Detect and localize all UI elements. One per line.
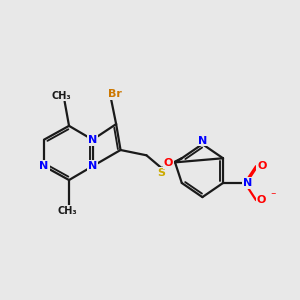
Text: N: N xyxy=(198,136,207,146)
Text: N: N xyxy=(39,161,49,171)
Text: CH₃: CH₃ xyxy=(58,206,77,216)
Text: O: O xyxy=(257,161,267,171)
Text: N: N xyxy=(242,178,252,188)
Text: Br: Br xyxy=(108,89,122,99)
Text: CH₃: CH₃ xyxy=(52,91,71,100)
Text: N: N xyxy=(88,135,97,145)
Text: N: N xyxy=(88,161,97,171)
Text: O: O xyxy=(256,195,266,205)
Text: N: N xyxy=(88,161,97,171)
Text: O: O xyxy=(164,158,173,168)
Text: S: S xyxy=(157,168,165,178)
Text: ⁻: ⁻ xyxy=(270,190,276,201)
Text: N: N xyxy=(39,161,49,171)
Text: N: N xyxy=(88,135,97,145)
